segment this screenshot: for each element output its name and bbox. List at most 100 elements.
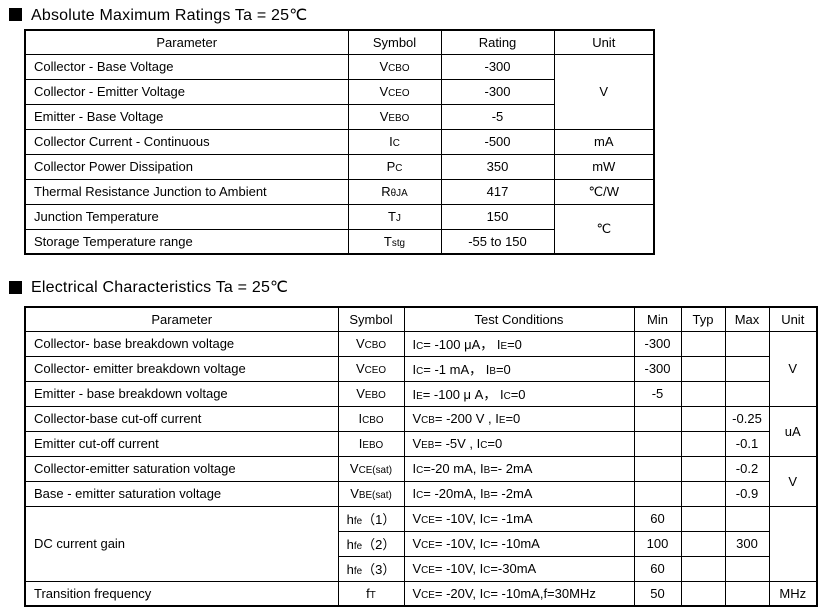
unit-cell: mW [553,153,655,180]
typ-cell [680,580,726,607]
parameter-cell: Junction Temperature [24,203,349,230]
rating-cell: 150 [440,203,555,230]
table-header-row: Parameter Symbol Rating Unit [24,29,655,55]
col-header-min: Min [633,306,682,332]
max-cell [724,380,770,407]
test-conditions-cell: IC=-20 mA, IB=- 2mA [403,455,635,482]
max-cell [724,555,770,582]
square-bullet-icon [9,280,22,294]
test-conditions-cell: IC= -100 μA， IE=0 [403,330,635,357]
square-bullet-icon [9,8,22,21]
parameter-cell: Storage Temperature range [24,228,349,255]
table-row: Emitter - base breakdown voltage VEBO IE… [24,380,817,407]
parameter-cell: Emitter cut-off current [24,430,339,457]
max-cell: 300 [724,530,770,557]
electrical-characteristics-table: Parameter Symbol Test Conditions Min Typ… [24,306,818,607]
table-row: Collector- emitter breakdown voltage VCE… [24,355,817,382]
max-cell: -0.9 [724,480,770,507]
table-row: DC current gain hfe（1） VCE= -10V, IC= -1… [24,505,818,582]
min-cell: -300 [633,330,682,357]
table-row: Collector-emitter saturation voltage VCE… [24,455,818,507]
section-title-text: Electrical Characteristics Ta = 25℃ [31,279,289,296]
typ-cell [680,455,726,482]
max-cell: -0.1 [724,430,770,457]
unit-cell [768,505,818,582]
typ-cell [680,430,726,457]
symbol-cell: VBE(sat) [337,480,405,507]
table-row: Emitter cut-off current IEBO VEB= -5V , … [24,430,817,457]
col-header-typ: Typ [680,306,726,332]
absolute-maximum-ratings-table: Parameter Symbol Rating Unit Collector -… [24,29,655,255]
min-cell: 60 [633,505,682,532]
col-header-unit: Unit [553,29,655,55]
symbol-cell: PC [347,153,442,180]
symbol-cell: ICBO [337,405,405,432]
rating-cell: -500 [440,128,555,155]
table-row: Collector - Base Voltage VCBO -300 V [24,53,655,130]
col-header-symbol: Symbol [337,306,405,332]
unit-cell: V [553,53,655,130]
section-title-absolute-maximum-ratings: Absolute Maximum Ratings Ta = 25℃ [9,0,822,24]
test-conditions-cell: IE= -100 μ A， IC=0 [403,380,635,407]
table-row: Thermal Resistance Junction to Ambient R… [24,178,655,205]
parameter-cell: DC current gain [24,505,339,582]
min-cell: 60 [633,555,682,582]
test-conditions-cell: VCE= -10V, IC= -1mA [403,505,635,532]
symbol-cell: VCE(sat) [337,455,405,482]
col-header-parameter: Parameter [24,306,339,332]
parameter-cell: Emitter - base breakdown voltage [24,380,339,407]
min-cell: 100 [633,530,682,557]
symbol-cell: VCBO [347,53,442,80]
table-row: Transition frequency fT VCE= -20V, IC= -… [24,580,818,607]
test-conditions-cell: VCE= -10V, IC= -10mA [403,530,635,557]
symbol-cell: RθJA [347,178,442,205]
rating-cell: 417 [440,178,555,205]
table-row: Base - emitter saturation voltage VBE(sa… [24,480,817,507]
symbol-cell: fT [337,580,405,607]
col-header-parameter: Parameter [24,29,349,55]
test-conditions-cell: VEB= -5V , IC=0 [403,430,635,457]
parameter-cell: Emitter - Base Voltage [24,103,349,130]
symbol-cell: VEBO [347,103,442,130]
parameter-cell: Collector Current - Continuous [24,128,349,155]
min-cell: 50 [633,580,682,607]
min-cell [633,405,682,432]
typ-cell [680,355,726,382]
min-cell: -300 [633,355,682,382]
max-cell [724,505,770,532]
typ-cell [680,530,726,557]
min-cell: -5 [633,380,682,407]
typ-cell [680,380,726,407]
unit-cell: V [768,330,818,407]
min-cell [633,480,682,507]
unit-cell: uA [768,405,818,457]
parameter-cell: Collector Power Dissipation [24,153,349,180]
max-cell [724,355,770,382]
table-row: Collector - Emitter Voltage VCEO -300 [24,78,654,105]
table-row: Junction Temperature TJ 150 ℃ [24,203,655,255]
test-conditions-cell: VCE= -20V, IC= -10mA,f=30MHz [403,580,635,607]
symbol-cell: VCEO [347,78,442,105]
parameter-cell: Collector- emitter breakdown voltage [24,355,339,382]
rating-cell: -300 [440,53,555,80]
rating-cell: -55 to 150 [440,228,555,255]
symbol-cell: IEBO [337,430,405,457]
parameter-cell: Base - emitter saturation voltage [24,480,339,507]
parameter-cell: Thermal Resistance Junction to Ambient [24,178,349,205]
symbol-cell: hfe（1） [337,505,405,532]
test-conditions-cell: IC= -1 mA， IB=0 [403,355,635,382]
max-cell [724,330,770,357]
rating-cell: -300 [440,78,555,105]
typ-cell [680,505,726,532]
unit-cell: V [768,455,818,507]
col-header-unit: Unit [768,306,818,332]
unit-cell: ℃ [553,203,655,255]
symbol-cell: hfe（2） [337,530,405,557]
symbol-cell: IC [347,128,442,155]
symbol-cell: TJ [347,203,442,230]
parameter-cell: Collector - Emitter Voltage [24,78,349,105]
unit-cell: ℃/W [553,178,655,205]
symbol-cell: VCEO [337,355,405,382]
typ-cell [680,480,726,507]
min-cell [633,430,682,457]
